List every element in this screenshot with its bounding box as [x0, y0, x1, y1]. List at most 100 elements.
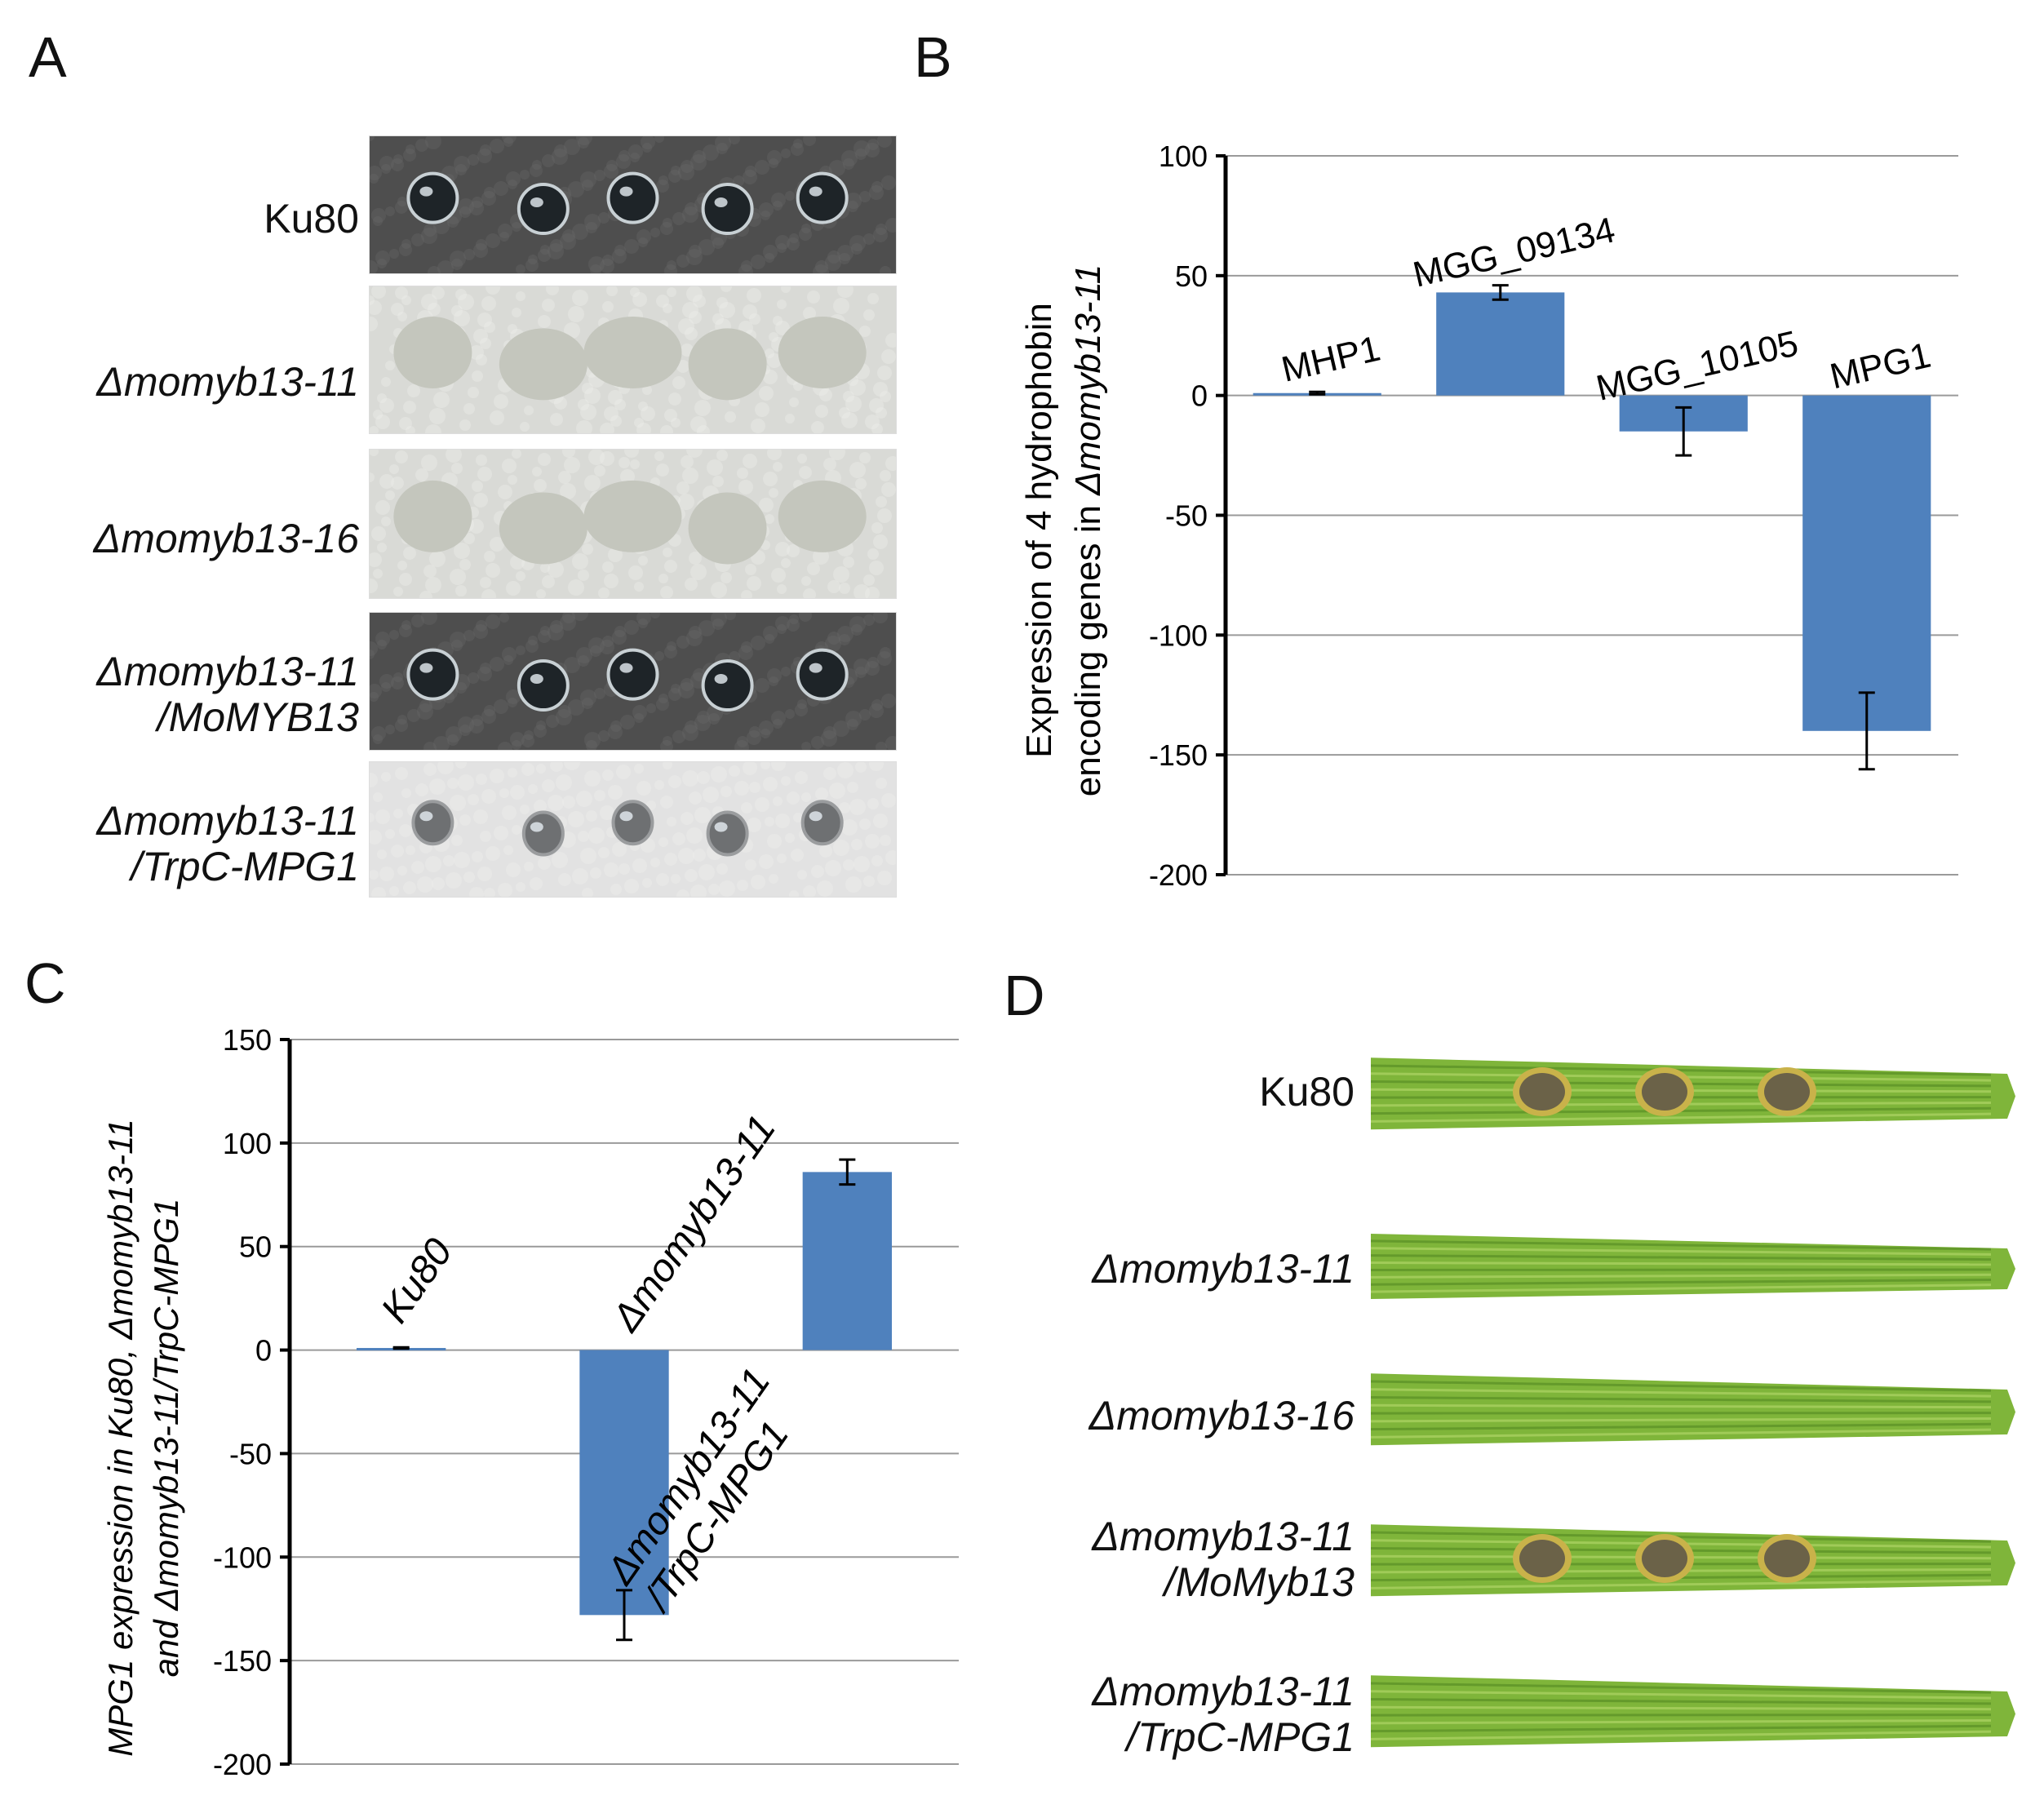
mycelium-texture — [590, 867, 601, 879]
mycelium-texture — [876, 778, 887, 789]
mycelium-texture — [767, 353, 782, 368]
mycelium-texture — [865, 587, 880, 598]
blast-lesion — [1519, 1540, 1565, 1577]
mycelium-texture — [450, 250, 466, 267]
mycelium-texture — [476, 774, 487, 785]
mycelium-texture — [686, 630, 703, 646]
mycelium-texture — [690, 154, 707, 171]
mycelium-texture — [755, 797, 769, 812]
mycelium-texture — [803, 588, 816, 598]
mycelium-texture — [373, 216, 383, 226]
mycelium-texture — [437, 260, 454, 273]
mycelium-texture — [572, 224, 588, 240]
mycelium-texture — [672, 730, 685, 743]
mycelium-texture — [548, 243, 564, 259]
mycelium-texture — [578, 137, 589, 149]
mycelium-texture — [600, 451, 614, 466]
panel-d-label-momyb13-16: Δmomyb13-16 — [1089, 1393, 1355, 1439]
mycelium-texture — [743, 454, 757, 468]
mycelium-texture — [697, 771, 710, 784]
mycelium-texture — [370, 300, 382, 315]
mycelium-texture — [682, 468, 698, 484]
mycelium-texture — [720, 286, 732, 292]
mycelium-texture — [620, 715, 635, 729]
mycelium-texture — [576, 647, 592, 663]
mycelium-texture — [686, 450, 703, 458]
mycelium-texture — [582, 180, 593, 191]
mycelium-texture — [532, 467, 542, 477]
mycelium-texture — [584, 732, 601, 748]
mycelium-texture — [791, 849, 804, 862]
mycelium-texture — [720, 786, 732, 797]
mycelium-texture — [401, 239, 411, 249]
mycelium-texture — [737, 880, 748, 891]
mycelium-texture — [865, 834, 880, 849]
mycelium-texture — [425, 424, 441, 433]
mycelium-texture — [869, 703, 884, 718]
mycelium-texture — [454, 310, 470, 326]
mycelium-texture — [370, 692, 379, 702]
mycelium-texture — [745, 166, 756, 177]
mycelium-texture — [550, 762, 563, 772]
mycelium-texture — [604, 862, 619, 877]
mycelium-texture — [455, 164, 467, 175]
mycelium-texture — [588, 827, 605, 844]
mycelium-texture — [773, 796, 783, 806]
mycelium-texture — [463, 630, 475, 641]
mycelium-texture — [854, 584, 870, 598]
mycelium-texture — [614, 399, 626, 410]
mycelium-texture — [524, 730, 534, 740]
leaf-vein — [1371, 1531, 1992, 1543]
mycelium-texture — [867, 548, 879, 560]
mycelium-texture — [667, 817, 676, 827]
mycelium-texture — [568, 811, 584, 827]
mycelium-texture — [841, 412, 858, 428]
mycelium-texture — [598, 847, 610, 858]
mycelium-texture — [867, 657, 879, 668]
water-droplet-spread — [688, 492, 767, 565]
mycelium-texture — [716, 297, 728, 308]
mycelium-texture — [411, 861, 424, 874]
mycelium-texture — [580, 848, 596, 864]
mycelium-texture — [606, 160, 618, 171]
mycelium-texture — [406, 144, 415, 154]
mycelium-texture — [775, 616, 790, 631]
mycelium-texture — [880, 391, 891, 402]
mycelium-texture — [690, 564, 707, 580]
mycelium-texture — [827, 580, 840, 593]
panel-c-ylabel-line1: MPG1 expression in Ku80, Δmomyb13-11 — [101, 1119, 140, 1756]
water-droplet-spread — [499, 328, 587, 401]
mycelium-texture — [871, 423, 883, 433]
mycelium-texture — [671, 684, 681, 694]
mycelium-texture — [524, 862, 534, 871]
blast-lesion — [1642, 1073, 1687, 1111]
leaf-vein — [1371, 1730, 1992, 1740]
mycelium-texture — [849, 235, 866, 251]
mycelium-texture — [484, 321, 495, 333]
mycelium-texture — [395, 767, 408, 780]
mycelium-texture — [432, 877, 445, 890]
mycelium-texture — [562, 229, 575, 242]
droplet-highlight — [809, 811, 822, 822]
mycelium-texture — [773, 316, 783, 326]
mycelium-texture — [421, 454, 437, 471]
c-bar-1 — [579, 1350, 669, 1616]
mycelium-texture — [395, 719, 408, 732]
mycelium-texture — [737, 736, 748, 747]
water-droplet — [706, 810, 749, 857]
b-ytick-label: 100 — [1159, 140, 1208, 173]
mycelium-texture — [636, 423, 651, 433]
mycelium-texture — [751, 419, 765, 433]
mycelium-texture — [863, 614, 875, 626]
mycelium-texture — [538, 315, 551, 328]
mycelium-texture — [767, 668, 782, 683]
mycelium-texture — [854, 856, 870, 872]
mycelium-texture — [503, 845, 513, 855]
mycelium-texture — [371, 526, 386, 541]
c-ytick-label: -150 — [213, 1644, 272, 1678]
panel-letter-c: C — [24, 951, 66, 1015]
panel-b-category-label-0: MHP1 — [1278, 329, 1384, 390]
mycelium-texture — [473, 329, 488, 344]
mycelium-texture — [521, 734, 534, 747]
mycelium-texture — [755, 402, 769, 417]
